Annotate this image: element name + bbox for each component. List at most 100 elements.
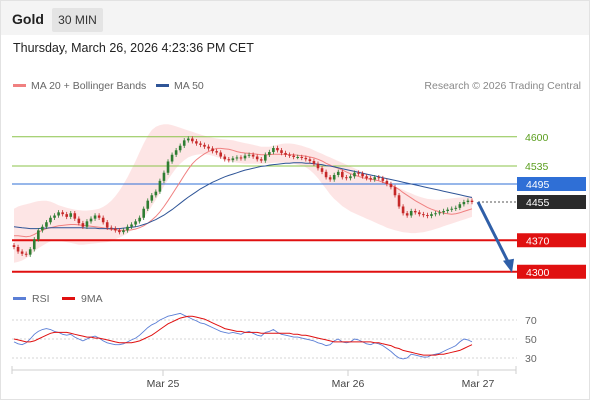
candle-body <box>450 208 454 210</box>
instrument-title: Gold <box>12 11 44 27</box>
candle-body <box>81 223 85 227</box>
level-label-4495: 4495 <box>526 179 550 191</box>
candle-body <box>138 217 141 222</box>
candle-body <box>219 152 223 157</box>
x-tick-label: Mar 27 <box>462 378 495 390</box>
forecast-arrow-head <box>503 258 514 273</box>
level-label-4535: 4535 <box>525 161 549 173</box>
candle-body <box>341 171 344 178</box>
candle-body <box>61 212 64 215</box>
legend-ma50-label: MA 50 <box>174 80 204 92</box>
ma20-swatch <box>13 83 26 87</box>
candle-body <box>24 253 28 255</box>
candle-body <box>20 251 24 254</box>
candle-body <box>73 213 77 219</box>
candle-body <box>280 150 283 153</box>
candle-body <box>276 148 279 151</box>
candle-body <box>203 144 206 147</box>
candle-body <box>37 230 40 240</box>
candle-body <box>357 172 360 174</box>
candle-body <box>28 249 32 255</box>
candle-body <box>170 154 174 162</box>
candle-body <box>349 176 352 179</box>
candle-body <box>434 213 437 215</box>
candle-body <box>65 214 68 217</box>
candle-body <box>389 184 393 188</box>
candle-body <box>93 215 97 219</box>
candle-body <box>243 155 247 159</box>
candle-body <box>162 172 166 181</box>
level-label-4600: 4600 <box>525 132 549 144</box>
candle-body <box>158 180 162 192</box>
candle-body <box>114 228 117 231</box>
datetime-label: Thursday, March 26, 2026 4:23:36 PM CET <box>13 41 254 55</box>
candle-body <box>53 215 56 218</box>
candle-body <box>397 195 401 207</box>
candle-body <box>272 148 275 153</box>
candle-body <box>430 214 433 216</box>
candle-body <box>328 177 332 180</box>
x-tick-label: Mar 25 <box>147 378 180 390</box>
level-tag-4495 <box>517 177 586 191</box>
candle-body <box>422 214 425 216</box>
candle-body <box>401 206 405 214</box>
candle-body <box>373 177 377 180</box>
candle-body <box>85 221 89 227</box>
candle-body <box>235 157 239 159</box>
candle-body <box>182 140 186 146</box>
candle-body <box>426 215 429 217</box>
copyright-label: Research © 2026 Trading Central <box>424 80 581 92</box>
x-tick-label: Mar 26 <box>332 378 365 390</box>
candle-body <box>377 177 381 179</box>
candle-body <box>304 157 308 160</box>
candle-body <box>255 156 259 160</box>
candle-body <box>142 208 145 218</box>
candle-body <box>247 154 251 156</box>
candle-body <box>381 178 385 181</box>
header-bar: Gold 30 MIN <box>1 1 589 35</box>
legend-ma20: MA 20 + Bollinger Bands <box>13 80 146 92</box>
candle-body <box>300 157 304 158</box>
candle-body <box>223 156 227 160</box>
candle-body <box>166 161 170 173</box>
rsi-legend-label: RSI <box>32 293 50 305</box>
candle-body <box>215 151 218 153</box>
candle-body <box>134 221 137 225</box>
candle-body <box>186 138 190 141</box>
candle-body <box>292 155 295 157</box>
candle-body <box>312 161 316 164</box>
candle-body <box>146 200 150 209</box>
candle-body <box>470 200 474 202</box>
candle-body <box>105 222 109 228</box>
candle-body <box>458 204 462 208</box>
candle-body <box>239 157 243 159</box>
candle-body <box>345 177 348 179</box>
forecast-arrow-shaft <box>476 201 511 265</box>
rsi-tick-30: 30 <box>525 353 537 365</box>
candle-body <box>263 154 267 161</box>
candle-body <box>454 207 458 209</box>
candle-body <box>296 157 300 158</box>
level-label-4370: 4370 <box>526 235 550 247</box>
candle-body <box>268 152 271 155</box>
candle-body <box>101 217 105 223</box>
candle-body <box>227 159 231 161</box>
candle-body <box>199 143 202 145</box>
candle-body <box>45 222 48 227</box>
candle-body <box>316 163 320 169</box>
candle-body <box>49 217 52 223</box>
candle-body <box>150 195 154 201</box>
candle-body <box>466 200 470 202</box>
candle-body <box>336 171 340 175</box>
candle-body <box>211 148 214 152</box>
candle-body <box>154 191 158 196</box>
candle-body <box>365 176 368 179</box>
rsi-ma-legend-swatch <box>62 297 75 300</box>
candle-body <box>332 175 336 180</box>
last-price-tag <box>517 195 586 209</box>
candle-body <box>353 172 356 177</box>
candle-body <box>57 212 60 216</box>
timeframe-badge[interactable]: 30 MIN <box>52 8 103 32</box>
candle-body <box>97 215 101 218</box>
